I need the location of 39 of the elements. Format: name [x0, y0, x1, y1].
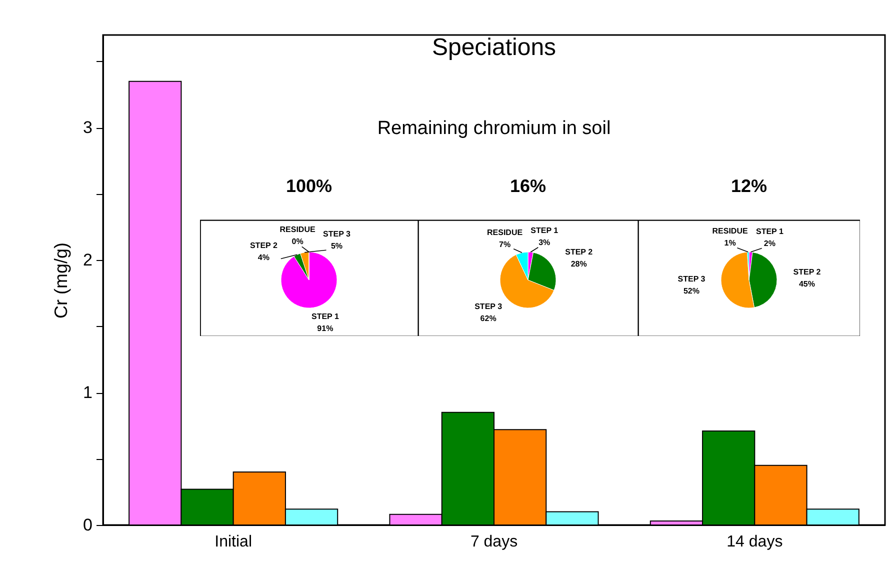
chart-title: Speciations: [432, 34, 556, 61]
data-label: 91%: [317, 324, 334, 334]
slice-label: RESIDUE: [487, 228, 524, 237]
chart-title: 100%: [286, 176, 332, 196]
data-label: 7%: [499, 240, 511, 249]
slice-label: STEP 2: [250, 240, 278, 250]
slice-label: STEP 1: [530, 226, 559, 235]
data-label: 45%: [798, 280, 815, 289]
data-label: 4%: [258, 252, 270, 262]
y-tick-label: 0: [83, 516, 92, 534]
y-tick-label: 1: [83, 383, 92, 402]
data-label: 52%: [683, 286, 700, 296]
data-label: 2%: [764, 238, 776, 248]
chart-title: 16%: [510, 176, 546, 196]
slice-label: STEP 3: [678, 274, 706, 284]
slice-label: STEP 1: [756, 226, 784, 236]
data-label: 5%: [330, 241, 343, 250]
y-tick-label: 2: [83, 250, 92, 270]
chart-title: 12%: [730, 176, 768, 196]
slice-label: STEP 2: [565, 247, 594, 256]
data-label: 3%: [538, 238, 550, 247]
data-label: 1%: [724, 238, 736, 248]
slice-label: STEP 3: [474, 302, 503, 311]
pie-slice: [280, 252, 338, 308]
data-label: 62%: [480, 314, 496, 323]
x-tick-label: 14 days: [726, 534, 783, 550]
slice-label: STEP 2: [793, 268, 822, 277]
data-label: 28%: [570, 259, 587, 268]
x-tick-label: 7 days: [470, 534, 518, 550]
x-tick-label: Initial: [214, 534, 252, 550]
y-axis-title: Cr (mg/g): [51, 242, 72, 318]
text: 0%: [292, 236, 304, 246]
y-tick-label: 3: [83, 118, 92, 138]
slice-label: STEP 1: [311, 312, 340, 322]
pie-slice: [500, 254, 554, 308]
category-label: RESIDUE: [280, 224, 316, 234]
slice-label: STEP 3: [323, 229, 352, 238]
slice-label: RESIDUE: [712, 226, 748, 236]
text: Remaining chromium in soil: [377, 118, 611, 139]
